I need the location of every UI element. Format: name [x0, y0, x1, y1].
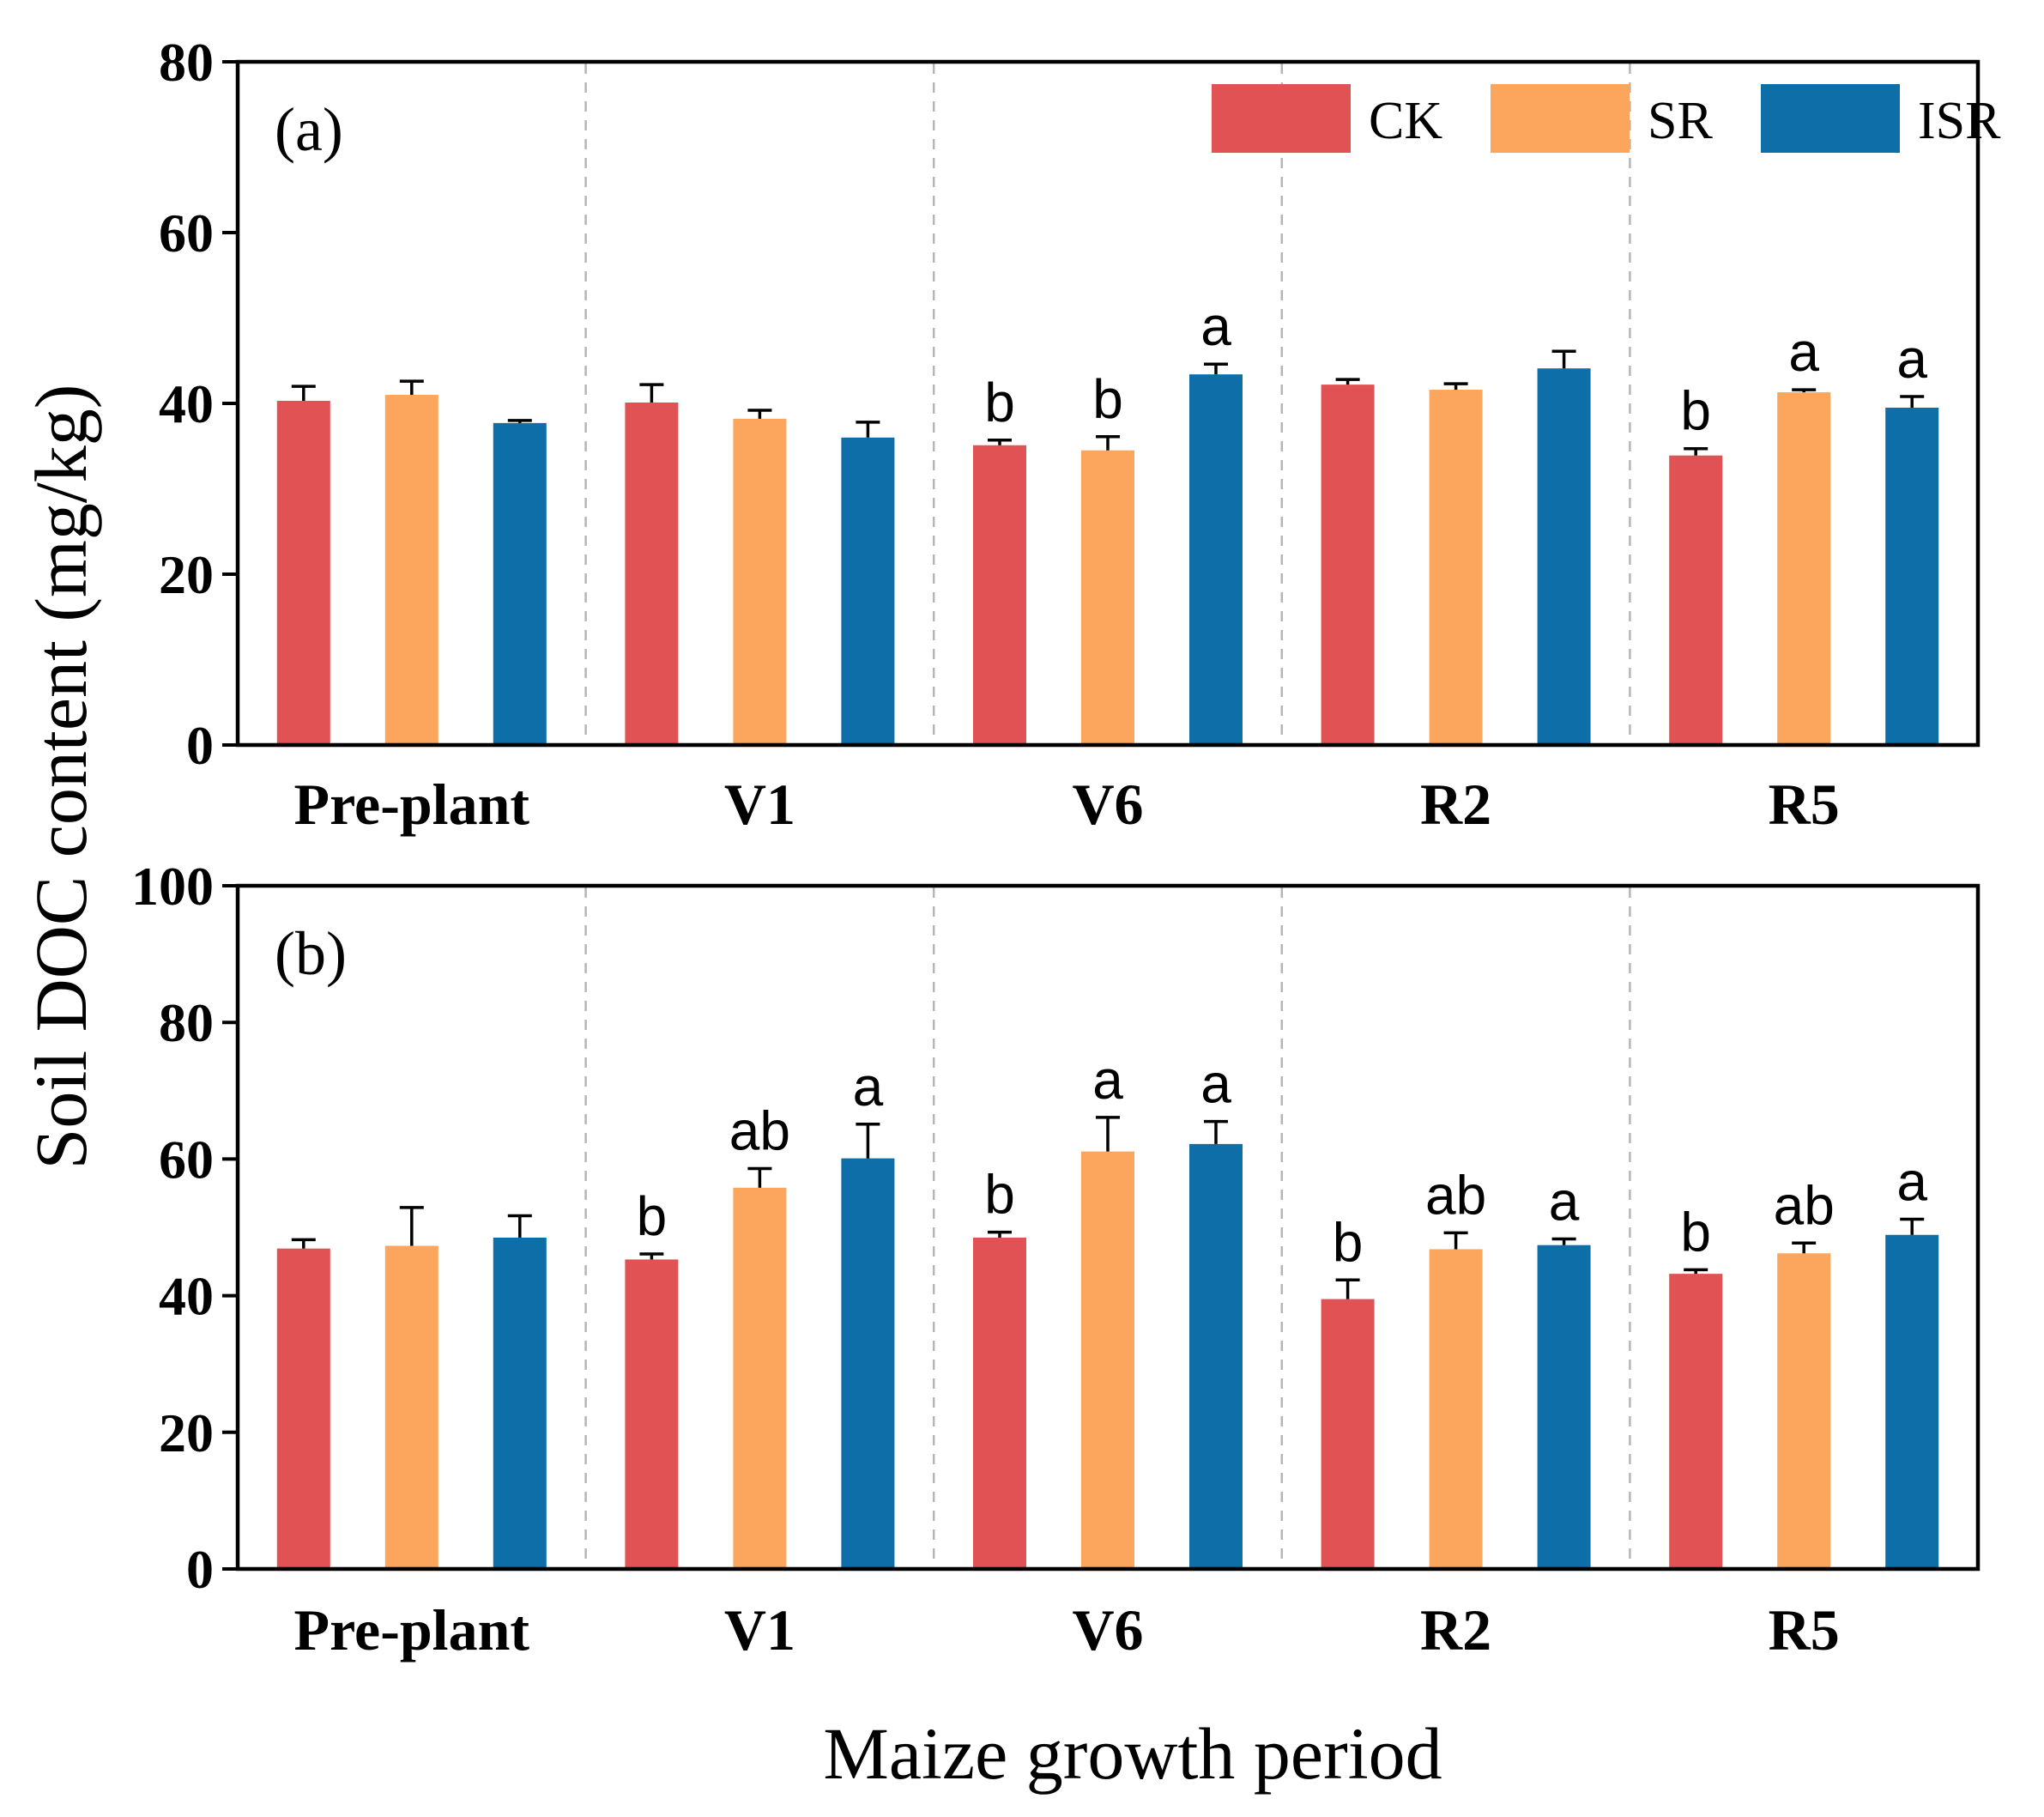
category-label: R5 [1769, 1597, 1840, 1663]
bar-isr [841, 437, 895, 745]
bar-ck [1321, 1299, 1375, 1569]
significance-label: b [984, 372, 1015, 433]
bar-isr [1189, 1143, 1243, 1569]
significance-label: ab [1425, 1164, 1486, 1226]
bar-isr [493, 422, 547, 745]
bar-sr [1777, 1253, 1831, 1569]
legend-label-isr: ISR [1918, 92, 2001, 150]
legend-swatch-ck [1212, 84, 1351, 153]
significance-label: a [1200, 1053, 1231, 1115]
bar-isr [1885, 1234, 1939, 1569]
plot-frame [235, 883, 1981, 1572]
category-label: Pre-plant [294, 1597, 530, 1663]
bar-sr [1429, 390, 1483, 745]
category-label: R2 [1420, 772, 1491, 837]
significance-label: b [1092, 368, 1123, 430]
legend: CK SR ISR [1212, 84, 2001, 153]
bar-ck [1321, 385, 1375, 745]
y-tick-label: 20 [159, 544, 214, 605]
y-tick-label: 60 [159, 203, 214, 263]
plot-frame [235, 59, 1981, 748]
bar-isr [1537, 1245, 1591, 1569]
bar-sr [384, 395, 438, 745]
significance-label: b [984, 1164, 1015, 1226]
y-tick-label: 80 [159, 992, 214, 1053]
y-tick-label: 0 [186, 1539, 214, 1600]
y-tick-label: 40 [159, 373, 214, 434]
panel-label: (b) [275, 919, 347, 988]
bar-isr [1189, 374, 1243, 745]
significance-label: b [1680, 1201, 1711, 1263]
legend-swatch-isr [1761, 84, 1900, 153]
bar-sr [733, 1187, 787, 1569]
bar-ck [973, 1237, 1026, 1569]
bar-ck [276, 401, 330, 745]
significance-label: b [1333, 1211, 1364, 1273]
category-label: Pre-plant [294, 772, 530, 837]
y-tick-label: 20 [159, 1402, 214, 1463]
significance-label: ab [729, 1100, 790, 1162]
bar-sr [733, 418, 787, 745]
significance-label: a [1092, 1049, 1123, 1111]
bar-ck [1669, 1274, 1723, 1569]
y-axis-title: Soil DOC content (mg/kg) [20, 385, 102, 1170]
category-label: V6 [1072, 1597, 1143, 1663]
significance-label: a [1788, 321, 1819, 383]
bar-sr [1081, 1151, 1134, 1569]
bar-ck [1669, 455, 1723, 745]
bar-sr [1081, 450, 1134, 745]
panel-label: (a) [275, 95, 343, 164]
bar-sr [1777, 392, 1831, 745]
category-label: V1 [724, 772, 795, 837]
bar-isr [1537, 368, 1591, 745]
bar-ck [973, 445, 1026, 745]
bar-ck [625, 1259, 679, 1569]
bar-ck [625, 403, 679, 745]
significance-label: a [1549, 1171, 1580, 1233]
y-tick-label: 60 [159, 1129, 214, 1190]
category-label: R5 [1769, 772, 1840, 837]
bar-ck [276, 1248, 330, 1569]
bar-sr [384, 1245, 438, 1569]
y-tick-label: 80 [159, 32, 214, 93]
y-tick-label: 100 [131, 856, 214, 917]
legend-swatch-sr [1491, 84, 1630, 153]
significance-label: a [1896, 328, 1927, 390]
y-tick-label: 40 [159, 1266, 214, 1327]
bar-sr [1429, 1249, 1483, 1569]
y-tick-label: 0 [186, 715, 214, 776]
category-label: V6 [1072, 772, 1143, 837]
significance-label: a [1200, 295, 1231, 357]
category-label: V1 [724, 1597, 795, 1663]
bar-isr [1885, 407, 1939, 745]
x-axis-title: Maize growth period [823, 1712, 1442, 1795]
bar-isr [841, 1158, 895, 1569]
significance-label: a [1896, 1150, 1927, 1212]
panel-a: 0 20 40 60 80 Pre-plant V1 V6 R2 R5 b b b a a a (a) [159, 32, 1981, 837]
significance-label: b [637, 1185, 668, 1247]
legend-label-ck: CK [1369, 92, 1442, 150]
category-label: R2 [1420, 1597, 1491, 1663]
legend-label-sr: SR [1648, 92, 1713, 150]
bar-isr [493, 1237, 547, 1569]
significance-label: ab [1774, 1174, 1835, 1236]
significance-label: a [853, 1056, 884, 1117]
significance-label: b [1680, 380, 1711, 442]
